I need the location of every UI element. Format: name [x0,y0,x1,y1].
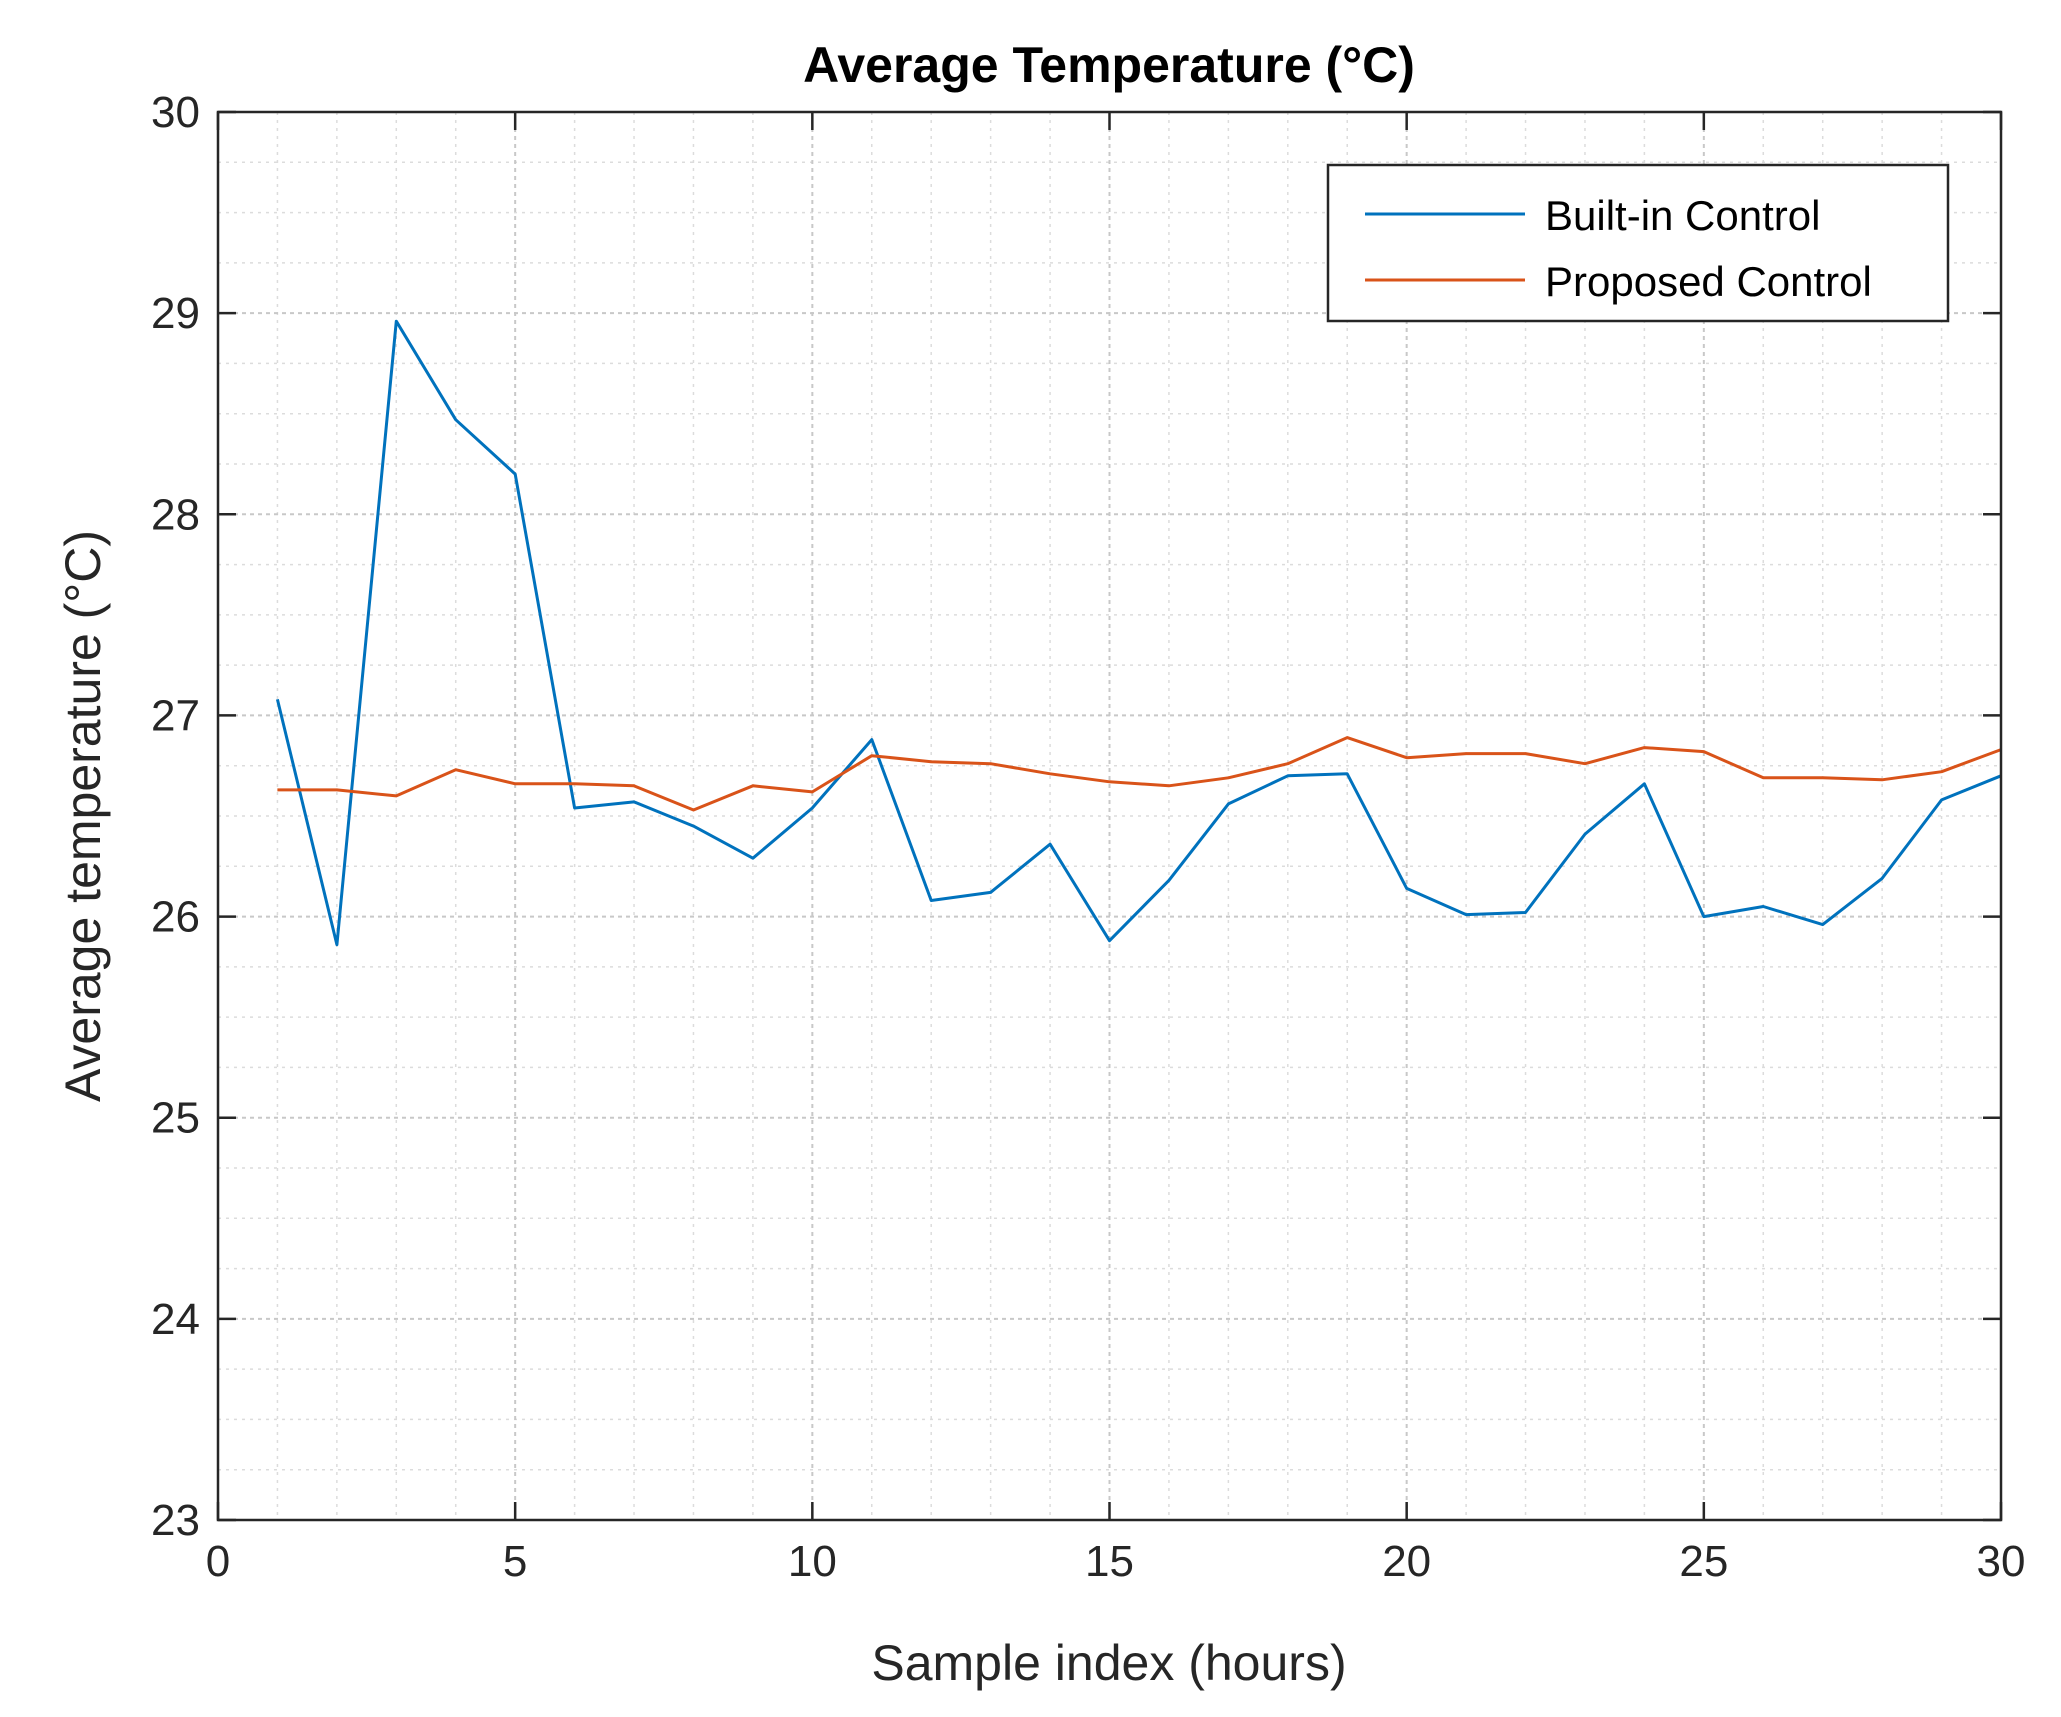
y-tick-label: 28 [151,490,200,539]
y-tick-label: 23 [151,1496,200,1545]
x-tick-label: 20 [1382,1537,1431,1586]
legend-label-built-in-control: Built-in Control [1545,192,1820,239]
x-tick-label: 0 [206,1537,230,1586]
x-tick-label: 10 [788,1537,837,1586]
series-line-proposed-control [277,736,2002,812]
series-layer [275,319,2002,947]
chart-title: Average Temperature (°C) [803,37,1415,93]
y-axis-label: Average temperature (°C) [55,530,111,1102]
x-tick-label: 25 [1679,1537,1728,1586]
legend-box [1326,163,1950,323]
y-tick-label: 25 [151,1094,200,1143]
legend-label-proposed-control: Proposed Control [1545,258,1872,305]
series-line-built-in-control [275,319,2002,947]
x-tick-label: 5 [503,1537,527,1586]
x-axis-label: Sample index (hours) [871,1635,1346,1691]
axis-ticks [216,110,2003,1522]
y-tick-label: 27 [151,691,200,740]
y-tick-label: 24 [151,1295,200,1344]
y-tick-label: 30 [151,88,200,137]
legend: Built-in Control Proposed Control [1326,163,1950,323]
minor-grid [218,112,2001,1520]
y-tick-label: 26 [151,893,200,942]
tick-labels: 0 5 10 15 20 25 30 23 24 25 26 27 28 29 30 [151,88,2025,1586]
y-tick-label: 29 [151,289,200,338]
x-tick-label: 30 [1977,1537,2026,1586]
x-tick-label: 15 [1085,1537,1134,1586]
